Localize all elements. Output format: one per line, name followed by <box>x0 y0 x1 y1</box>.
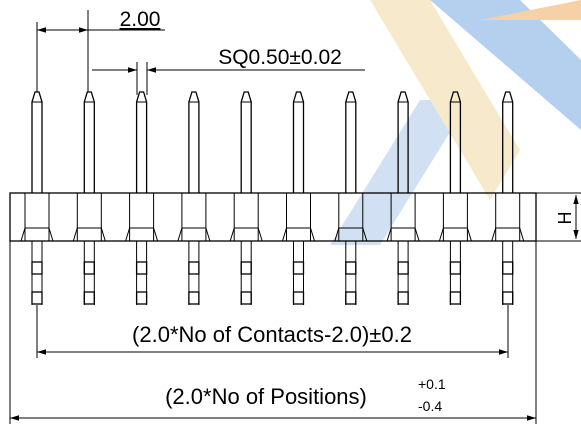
pin <box>135 91 148 193</box>
height-label: H <box>555 212 575 225</box>
pin-tail <box>292 261 305 275</box>
positions-length-label: (2.0*No of Positions) <box>165 384 367 409</box>
pin-tail <box>397 261 409 275</box>
pin-tail <box>449 261 462 275</box>
pin-tail <box>31 291 43 305</box>
pin <box>240 91 252 193</box>
watermark <box>330 0 581 245</box>
pin-tail <box>292 291 305 305</box>
housing-notch <box>229 227 263 242</box>
pin <box>292 91 305 193</box>
pin-tail <box>188 291 200 305</box>
pin <box>345 91 357 193</box>
pin <box>31 91 43 193</box>
pin-tail <box>345 291 357 305</box>
pin <box>397 91 409 193</box>
pitch-label: 2.00 <box>120 8 161 31</box>
housing-notch <box>282 227 315 242</box>
pin-tail <box>397 291 409 305</box>
pin-tail <box>502 291 514 305</box>
pin-tail <box>31 261 43 275</box>
pin-tail <box>345 261 357 275</box>
pin <box>188 91 200 193</box>
contacts-length-label: (2.0*No of Contacts-2.0)±0.2 <box>132 322 412 347</box>
housing-notch <box>20 227 54 242</box>
housing-notch <box>334 227 368 242</box>
pin-tail <box>83 291 95 305</box>
housing <box>9 192 537 242</box>
housing-notch <box>125 227 159 242</box>
pin-tail <box>135 291 148 305</box>
housing-notch <box>491 227 525 242</box>
pin-tail <box>240 261 252 275</box>
housing-notch <box>386 227 420 242</box>
pin-tail <box>240 291 252 305</box>
pin-tail <box>502 261 514 275</box>
pin-tail <box>188 261 200 275</box>
housing-notch <box>438 227 472 242</box>
housing-notch <box>177 227 211 242</box>
pin-tail <box>83 261 95 275</box>
pin-tail <box>135 261 148 275</box>
lower-tolerance: -0.4 <box>418 398 442 414</box>
pin-size-label: SQ0.50±0.02 <box>218 46 342 69</box>
pin <box>83 91 95 193</box>
housing-notch <box>72 227 106 242</box>
upper-tolerance: +0.1 <box>418 376 446 392</box>
pin-tail <box>449 291 462 305</box>
pin <box>449 91 462 193</box>
pin <box>502 91 514 193</box>
